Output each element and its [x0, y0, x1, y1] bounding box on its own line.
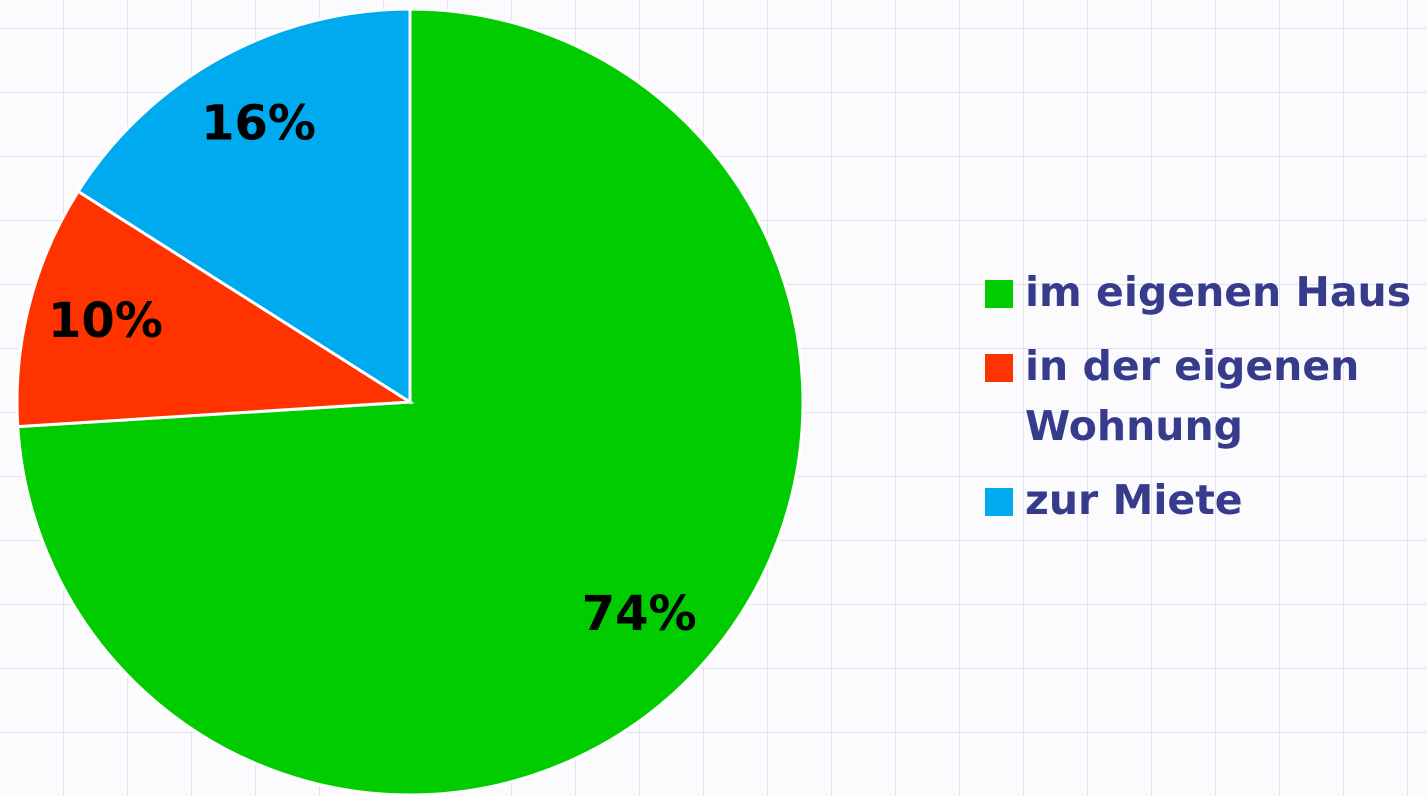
- data-label: 10%: [48, 293, 163, 349]
- legend-swatch: [985, 488, 1013, 516]
- legend-label: in der eigenen Wohnung: [1025, 342, 1360, 450]
- pie-slice: [15, 189, 415, 429]
- data-label: 74%: [582, 586, 697, 642]
- legend: im eigenen Haus in der eigenen Wohnung zur…: [985, 262, 1425, 544]
- pie-slice: [76, 7, 412, 405]
- legend-swatch: [985, 280, 1013, 308]
- legend-label: zur Miete: [1025, 476, 1243, 524]
- legend-item: zur Miete: [985, 470, 1425, 530]
- data-label: 16%: [201, 95, 316, 151]
- legend-item: in der eigenen Wohnung: [985, 336, 1425, 456]
- legend-label: im eigenen Haus: [1025, 268, 1412, 316]
- chart: 74% 10% 16%: [15, 7, 805, 796]
- legend-swatch: [985, 354, 1013, 382]
- legend-item: im eigenen Haus: [985, 262, 1425, 322]
